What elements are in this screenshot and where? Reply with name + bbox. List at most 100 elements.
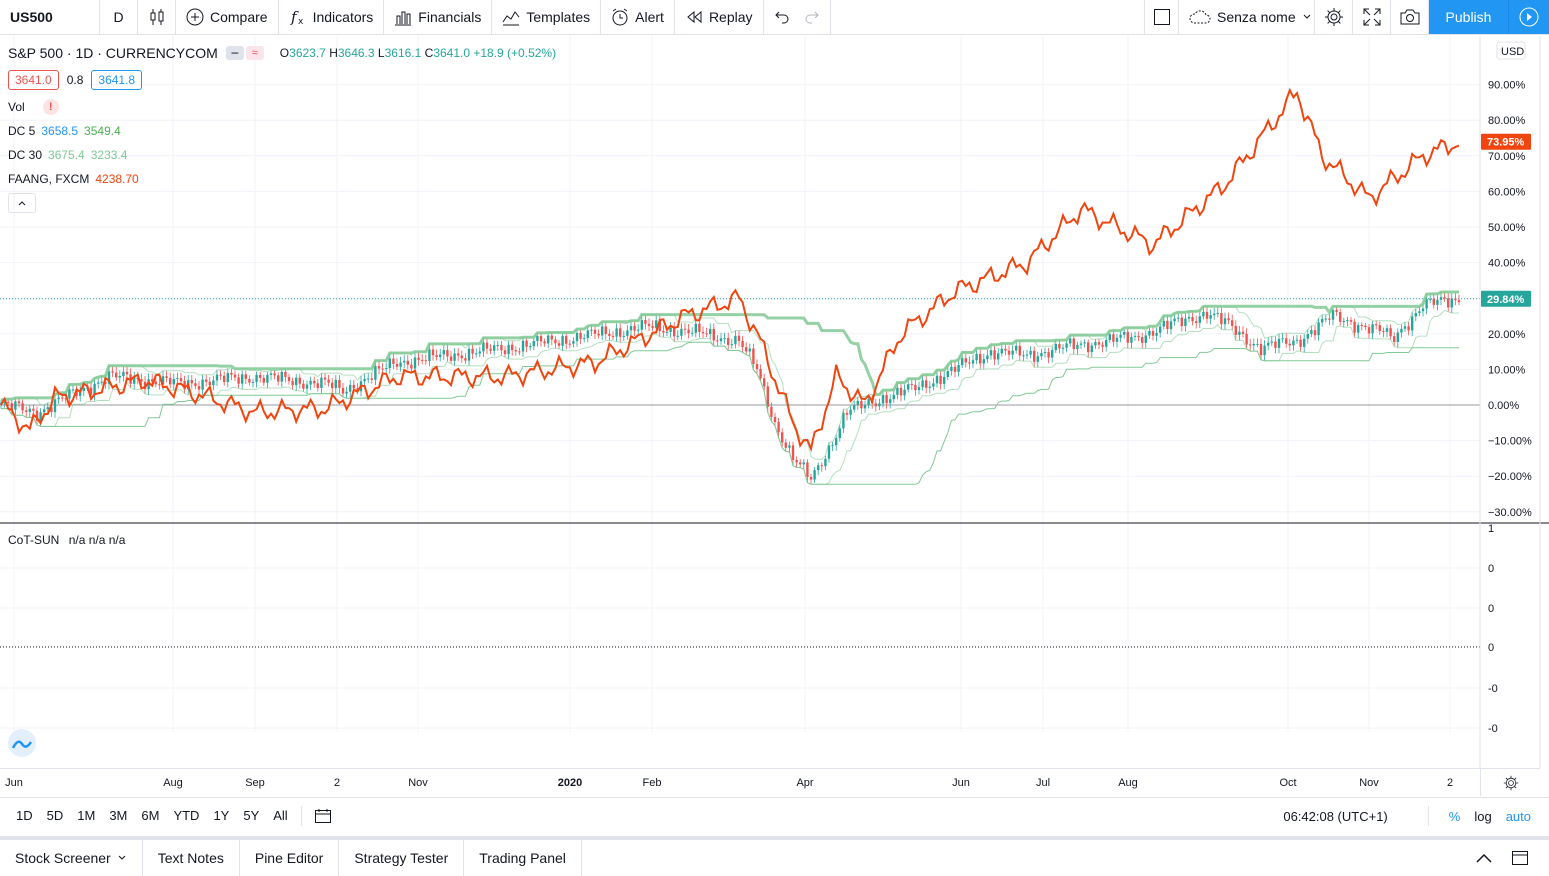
legend-dc5-row[interactable]: DC 5 3658.5 3549.4 xyxy=(8,119,556,143)
warning-icon[interactable]: ! xyxy=(42,99,59,115)
log-scale-toggle[interactable]: log xyxy=(1474,808,1492,824)
financials-label: Financials xyxy=(418,9,482,25)
legend-vol-row[interactable]: Vol ! xyxy=(8,95,556,119)
range-5d[interactable]: 5D xyxy=(46,808,64,823)
candle-body xyxy=(356,388,359,392)
chevron-down-icon xyxy=(1303,14,1310,19)
percent-scale-toggle[interactable]: % xyxy=(1448,808,1461,824)
alert-button[interactable]: Alert xyxy=(601,0,675,34)
candle-body xyxy=(1360,325,1363,327)
candle-body xyxy=(305,384,309,389)
range-6m[interactable]: 6M xyxy=(141,808,160,823)
snapshot-button[interactable] xyxy=(1391,0,1429,34)
tab-strategy-tester[interactable]: Strategy Tester xyxy=(339,840,465,876)
range-all[interactable]: All xyxy=(273,808,288,823)
candle-body xyxy=(1353,321,1356,333)
tab-text-notes[interactable]: Text Notes xyxy=(143,840,240,876)
maximize-panel-icon[interactable] xyxy=(1511,850,1529,866)
candle-body xyxy=(190,380,193,384)
fullscreen-button[interactable] xyxy=(1353,0,1391,34)
range-ytd[interactable]: YTD xyxy=(173,808,200,823)
symbol-search-button[interactable]: US500 xyxy=(0,0,100,34)
publish-button[interactable]: Publish xyxy=(1429,0,1509,34)
series-title[interactable]: S&P 500 · 1D · CURRENCYCOM xyxy=(8,45,218,61)
candle-body xyxy=(345,391,348,394)
candle-body xyxy=(1011,350,1014,355)
price-tick-label: 50.00% xyxy=(1488,222,1526,234)
compare-button[interactable]: Compare xyxy=(176,0,279,34)
candle-body xyxy=(1281,338,1284,340)
spread-value: 0.8 xyxy=(66,73,84,87)
bid-price-button[interactable]: 3641.0 xyxy=(8,70,59,90)
candle-body xyxy=(1090,345,1093,353)
candle-body xyxy=(1069,338,1072,344)
tab-trading-panel[interactable]: Trading Panel xyxy=(464,840,582,876)
auto-scale-toggle[interactable]: auto xyxy=(1505,808,1531,824)
range-3m[interactable]: 3M xyxy=(109,808,128,823)
candle-body xyxy=(1349,320,1353,322)
legend-badges: ━ ≈ xyxy=(225,46,264,60)
time-tick: 2 xyxy=(333,777,341,789)
candle-body xyxy=(262,377,265,383)
time-axis[interactable]: Jun Aug Sep 2 Nov 2020 Feb Apr Jun Jul Aug Oct Nov 2 xyxy=(0,768,1480,796)
time-tick: Jun xyxy=(5,777,23,789)
candle-body xyxy=(10,403,13,410)
candle-body xyxy=(669,327,672,332)
bid-ask-row: 3641.0 0.8 3641.8 xyxy=(8,69,556,91)
candle-body xyxy=(644,320,647,324)
cot-legend[interactable]: CoT-SUN n/a n/a n/a xyxy=(8,533,125,547)
candle-body xyxy=(835,438,838,446)
redo-icon[interactable] xyxy=(804,9,820,25)
approx-badge-icon[interactable]: ≈ xyxy=(245,46,264,60)
candle-body xyxy=(763,378,766,387)
chevron-up-icon[interactable] xyxy=(1475,852,1493,864)
candle-body xyxy=(1166,320,1169,330)
clock-timezone[interactable]: 06:42:08 (UTC+1) xyxy=(1283,808,1388,824)
tab-pine-editor[interactable]: Pine Editor xyxy=(240,840,340,876)
candle-body xyxy=(331,382,334,389)
candle-body xyxy=(1335,310,1338,312)
candle-body xyxy=(1285,338,1288,344)
candle-body xyxy=(1429,298,1432,300)
range-1d[interactable]: 1D xyxy=(16,808,33,823)
tab-stock-screener[interactable]: Stock Screener xyxy=(0,840,143,876)
select-layout-button[interactable] xyxy=(1145,0,1179,34)
gear-icon xyxy=(1324,8,1343,26)
settings-button[interactable] xyxy=(1315,0,1353,34)
legend-dc30-row[interactable]: DC 30 3675.4 3233.4 xyxy=(8,143,556,167)
goto-date-button[interactable] xyxy=(308,808,338,824)
play-ideas-button[interactable] xyxy=(1509,0,1549,34)
undo-icon[interactable] xyxy=(774,9,790,25)
interval-button[interactable]: D xyxy=(100,0,138,34)
candle-body xyxy=(64,398,67,400)
faang-compare-line xyxy=(0,87,1460,453)
candle-body xyxy=(694,323,697,333)
candle-body xyxy=(939,375,942,384)
financials-button[interactable]: Financials xyxy=(384,0,493,34)
chart-style-button[interactable] xyxy=(138,0,176,34)
candle-body xyxy=(7,402,10,404)
candle-body xyxy=(752,348,755,365)
interval-label: D xyxy=(113,9,124,25)
chart-canvas[interactable]: 90.00% 80.00% 70.00% 60.00% 50.00% 40.00% 20.0… xyxy=(0,36,1549,768)
dc30-lower-value: 3233.4 xyxy=(90,148,128,162)
legend-faang-row[interactable]: FAANG, FXCM 4238.70 xyxy=(8,167,556,191)
candle-body xyxy=(1083,342,1086,344)
layout-name-button[interactable]: Senza nome xyxy=(1179,0,1315,34)
candle-body xyxy=(795,460,798,463)
candle-body xyxy=(467,348,471,361)
range-1m[interactable]: 1M xyxy=(77,808,96,823)
candle-body xyxy=(1213,313,1216,316)
range-1y[interactable]: 1Y xyxy=(213,808,230,823)
axis-settings-button[interactable] xyxy=(1480,768,1540,796)
time-tick: Sep xyxy=(245,777,265,789)
hidden-badge-icon[interactable]: ━ xyxy=(225,46,244,60)
collapse-legend-button[interactable] xyxy=(8,193,36,213)
ask-price-button[interactable]: 3641.8 xyxy=(91,70,143,90)
replay-button[interactable]: Replay xyxy=(675,0,764,34)
candle-body xyxy=(183,380,186,390)
range-5y[interactable]: 5Y xyxy=(243,808,260,823)
templates-button[interactable]: Templates xyxy=(492,0,602,34)
candle-body xyxy=(1306,334,1309,339)
